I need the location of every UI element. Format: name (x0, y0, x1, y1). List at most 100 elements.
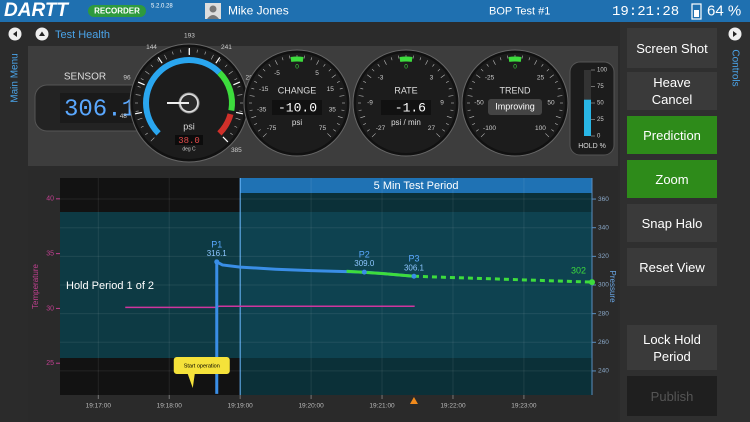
time-marker (409, 397, 418, 404)
gauge-minor-tick (157, 59, 160, 62)
control-button[interactable]: Reset View (627, 248, 717, 286)
x-tick-label: 19:21:00 (369, 403, 395, 410)
gauge-tick-label: -27 (376, 125, 386, 132)
control-button[interactable]: Lock Hold Period (627, 325, 717, 370)
callout-text: Start operation (184, 363, 220, 369)
gauge-minor-tick (363, 80, 367, 83)
gauge-minor-tick (257, 74, 263, 78)
prediction-label: 302 (571, 266, 586, 276)
main-menu-tab[interactable]: Main Menu (10, 53, 21, 102)
gauge-minor-tick (557, 95, 563, 97)
gauge-unit: psi / min (391, 118, 421, 127)
gauge-tick-label: 75 (319, 125, 327, 132)
control-button[interactable]: Screen Shot (627, 28, 717, 68)
gauge-minor-tick (475, 129, 479, 132)
gauge-value: -1.6 (395, 100, 426, 115)
pressure-arc-high (217, 113, 234, 136)
gauge-minor-tick (371, 68, 375, 72)
gauge-minor-tick (554, 123, 558, 126)
gauge-tick-label: 144 (146, 44, 157, 51)
gauge-unit: psi (292, 118, 302, 127)
gauge-tick (235, 111, 244, 115)
y2-tick-label: 320 (598, 253, 609, 260)
gauge-minor-tick (268, 63, 271, 67)
gauge-tick-label: -15 (259, 86, 269, 93)
hold-label: HOLD % (578, 143, 606, 150)
gauge-minor-tick (557, 87, 561, 90)
sensor-value: 306.1 (64, 96, 136, 123)
forward-arrow (733, 31, 737, 37)
y2-tick-label: 360 (598, 196, 609, 203)
gauge-minor-tick (218, 59, 221, 62)
gauge-title: CHANGE (278, 85, 317, 95)
y2-tick-label: 300 (598, 282, 609, 289)
control-button[interactable]: Snap Halo (627, 204, 717, 242)
gauge-tick-label: 96 (123, 74, 131, 81)
gauge-minor-tick (150, 137, 155, 142)
gauge-minor-tick (358, 95, 364, 97)
gauge-minor-tick (140, 78, 144, 81)
gauge-tick-label: 25 (537, 74, 545, 81)
point-marker (411, 273, 417, 279)
gauge-tick-label: 35 (329, 107, 337, 114)
gauge-minor-tick (310, 57, 313, 61)
gauge-tick-label: 193 (184, 33, 195, 40)
gauge-minor-tick (331, 74, 337, 78)
battery-level (694, 10, 699, 17)
sensor-label: SENSOR (64, 72, 106, 83)
collapse-arrow (39, 31, 45, 36)
prediction-end (589, 279, 595, 286)
back-arrow (13, 31, 17, 37)
gauge-minor-tick (237, 94, 243, 96)
hold-period-label: Hold Period 1 of 2 (66, 280, 154, 292)
control-button[interactable]: Heave Cancel (627, 72, 717, 110)
gauge-tick-label: -35 (257, 107, 267, 114)
gauge-minor-tick (164, 54, 168, 60)
gauge-tick (222, 136, 229, 143)
test-period-band (240, 212, 593, 358)
gauge-minor-tick (475, 74, 481, 78)
y-tick-label: 30 (46, 305, 54, 312)
page-title: Test Health (55, 29, 110, 41)
pressure-arc-ok (217, 70, 235, 111)
gauge-minor-tick (172, 51, 174, 55)
gauge-minor-tick (445, 80, 449, 83)
gauge-minor-tick (262, 133, 267, 138)
test-period-title: 5 Min Test Period (374, 180, 459, 192)
hold-frame (569, 61, 615, 156)
y2-tick-label: 280 (598, 310, 609, 317)
gauge-minor-tick (237, 86, 241, 88)
temp-unit: deg C (182, 146, 196, 152)
gauge-tick-label: -9 (367, 100, 373, 107)
gauge-minor-tick (251, 116, 257, 119)
gauge-minor-tick (251, 87, 255, 90)
gauge-title: RATE (394, 85, 417, 95)
gauge-minor-tick (551, 129, 555, 132)
y-tick-label: 25 (46, 360, 54, 367)
gauge-minor-tick (328, 68, 332, 72)
controls-tab[interactable]: Controls (729, 49, 740, 86)
gauge-minor-tick (145, 71, 150, 75)
gauge-minor-tick (437, 68, 441, 72)
gauge-value: -10.0 (278, 100, 317, 115)
gauge-tick (215, 57, 221, 64)
gauge-minor-tick (549, 74, 555, 78)
top-bar (0, 0, 750, 22)
test-name: BOP Test #1 (489, 5, 550, 17)
gauge-display (381, 100, 431, 115)
gauge-minor-tick (467, 95, 473, 97)
dial-unit: psi (183, 121, 195, 131)
gauge-minor-tick (137, 86, 141, 88)
series-line (346, 269, 415, 278)
control-button[interactable]: Zoom (627, 160, 717, 198)
point-marker (214, 259, 220, 265)
point-value: 316.1 (207, 249, 228, 258)
hold-tick-label: 25 (597, 117, 604, 123)
gauge-tick-label: 5 (315, 70, 319, 77)
hold-band (60, 212, 241, 358)
gauge-minor-tick (333, 129, 337, 132)
test-period-header (240, 178, 593, 193)
control-button[interactable]: Prediction (627, 116, 717, 154)
gauge-tick (157, 57, 163, 64)
